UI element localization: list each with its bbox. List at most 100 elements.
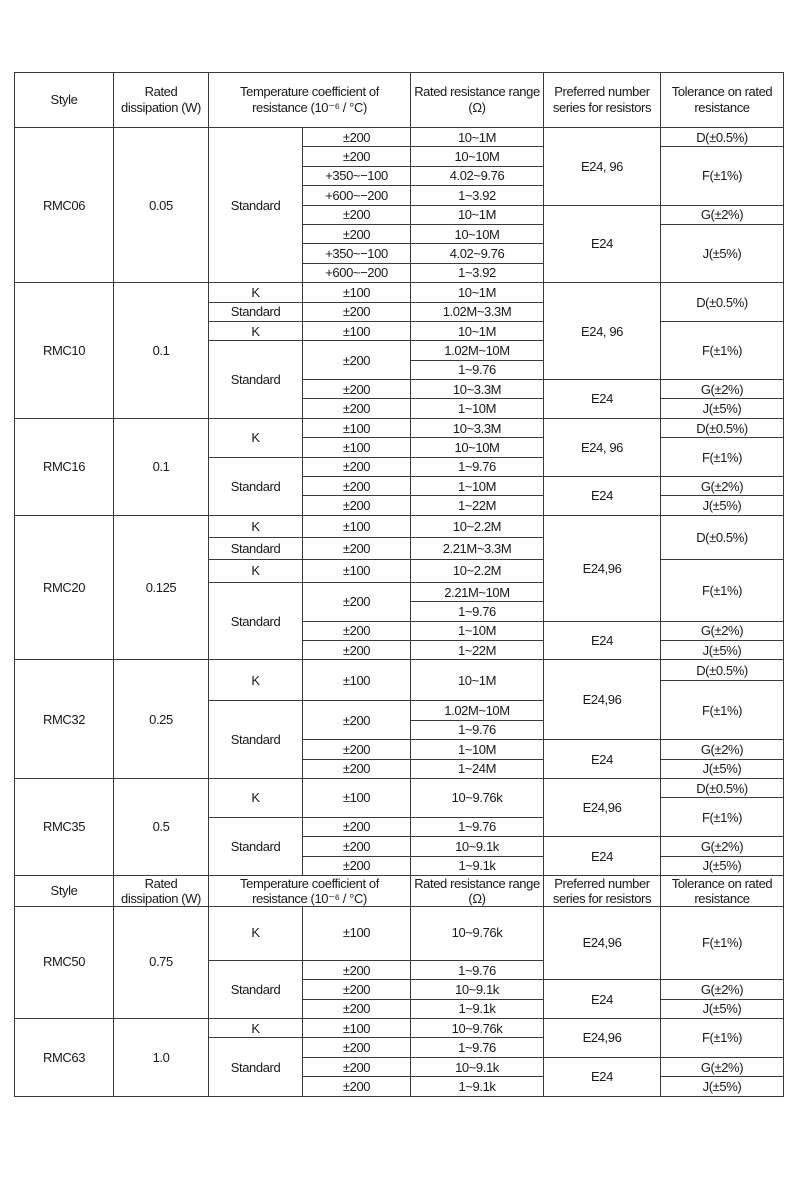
table-cell: ±100 [302, 1018, 411, 1039]
table-cell: Standard [208, 816, 303, 876]
table-cell: D(±0.5%) [660, 777, 784, 799]
table-row: ±200 1~9.1k J(±5%) [15, 855, 784, 876]
table-cell: 1~9.76 [410, 456, 544, 478]
table-row: Standard ±200 2.21M~3.3M [15, 536, 784, 560]
table-row: ±200 1~9.1k J(±5%) [15, 998, 784, 1020]
table-cell: Standard [208, 959, 303, 1020]
column-header: F(±1%) [660, 905, 784, 981]
table-row: RMC20 0.125 K ±100 10~2.2M E24,96 D(±0.5%) [14, 514, 784, 661]
table-cell: ±200 [302, 476, 411, 497]
table-cell: +350~−100 [302, 243, 411, 264]
table-row: K ±100 10~2.2M F(±1%) [15, 558, 784, 622]
table-row: K ±100 10~1M F(±1%) [15, 320, 784, 381]
table-body: Style Rated dissipation (W) Temperature co… [14, 72, 784, 1097]
table-cell: ±100 [302, 417, 411, 439]
table-cell: K [208, 659, 303, 702]
table-row: ±100 10~10M F(±1%) [15, 437, 784, 478]
table-cell: 0.125 [113, 514, 209, 661]
table-row: RMC63 1.0 K ±100 10~9.76k E24,96 F(±1%) [14, 1018, 784, 1097]
table-cell: 10~1M [410, 204, 544, 225]
table-cell: K [208, 1018, 303, 1039]
table-cell: F(±1%) [660, 320, 784, 381]
table-cell: RMC20 [14, 514, 114, 661]
table-cell: ±100 [302, 514, 411, 538]
table-row: Style Rated dissipation (W) Temperature co… [14, 874, 784, 907]
table-cell: 10~10M [410, 223, 544, 245]
table-cell: K [208, 320, 303, 342]
table-row: Standard ±200 1~9.76 [15, 959, 784, 1020]
table-cell: ±200 [302, 620, 411, 641]
table-row: Standard ±200 1.02M~10M [15, 340, 784, 419]
table-row: RMC32 0.25 K ±100 10~1M E24,96 D(±0.5%) [14, 659, 784, 779]
table-cell: F(±1%) [660, 680, 784, 741]
column-header: K [208, 905, 303, 961]
table-cell: ±200 [302, 700, 411, 741]
table-cell: ±200 [302, 536, 411, 560]
table-row: RMC10 0.1 K ±100 10~1M E24, 96 D(±0.5%) [14, 282, 784, 419]
table-row: +600~−200 1~3.92 [15, 185, 784, 206]
column-header: 0.75 [113, 905, 209, 1020]
table-cell: ±200 [302, 456, 411, 478]
table-row: ±200 10~9.1k E24 G(±2%) [15, 1056, 784, 1097]
table-cell: 1~10M [410, 476, 544, 497]
column-header: ±100 [302, 905, 411, 961]
table-cell: E24 [543, 1056, 661, 1097]
table-cell: 1~10M [410, 620, 544, 641]
table-cell: E24, 96 [543, 127, 661, 206]
table-cell: 1~10M [410, 739, 544, 760]
table-cell: ±200 [302, 301, 411, 322]
table-cell: RMC06 [14, 126, 114, 284]
table-cell: J(±5%) [660, 855, 784, 876]
table-cell: ±200 [302, 758, 411, 779]
table-cell: E24,96 [543, 514, 661, 622]
table-cell: RMC32 [14, 659, 114, 779]
table-cell: ±200 [302, 340, 411, 381]
table-cell: 1~9.76 [410, 816, 544, 838]
table-cell: Standard [208, 456, 303, 516]
table-cell: 1~9.1k [410, 1076, 544, 1097]
table-cell: G(±2%) [660, 979, 784, 1000]
table-cell: E24,96 [543, 777, 661, 838]
table-cell: K [208, 777, 303, 818]
table-cell: ±200 [302, 998, 411, 1020]
table-cell: E24 [543, 204, 661, 284]
table-cell: G(±2%) [660, 739, 784, 760]
table-cell: 1~9.76 [410, 1037, 544, 1058]
table-cell: 10~9.76k [410, 777, 544, 818]
table-cell: G(±2%) [660, 836, 784, 857]
column-header: Style [14, 72, 114, 128]
table-cell: RMC63 [14, 1018, 114, 1097]
table-cell: J(±5%) [660, 758, 784, 779]
table-cell: J(±5%) [660, 223, 784, 284]
table-cell: 1.0 [113, 1018, 209, 1097]
table-row: ±200 10~9.1k E24 G(±2%) [15, 836, 784, 876]
table-cell: 10~9.1k [410, 979, 544, 1000]
table-cell: Style [14, 874, 114, 907]
table-cell: 10~1M [410, 282, 544, 303]
table-cell: 1~3.92 [410, 262, 544, 284]
table-cell: K [208, 282, 303, 303]
table-cell: K [208, 514, 303, 538]
table-cell: 1.02M~10M [410, 700, 544, 721]
table-cell: 10~2.2M [410, 558, 544, 583]
table-cell: J(±5%) [660, 1076, 784, 1097]
table-cell: E24, 96 [543, 282, 661, 381]
table-cell: 0.25 [113, 659, 209, 779]
table-row: +350~−100 4.02~9.76 [15, 165, 784, 187]
table-cell: D(±0.5%) [660, 417, 784, 439]
table-cell: E24,96 [543, 659, 661, 741]
table-cell: Standard [208, 126, 303, 284]
table-cell: Temperature coefficient of resistance (1… [208, 874, 411, 907]
table-cell: Standard [208, 700, 303, 779]
table-cell: Standard [208, 581, 303, 661]
table-cell: ±100 [302, 777, 411, 818]
table-cell: ±100 [302, 320, 411, 342]
table-cell: 1~9.76 [410, 601, 544, 622]
table-cell: 0.5 [113, 777, 209, 876]
table-cell: ±200 [302, 1076, 411, 1097]
table-cell: ±200 [302, 855, 411, 876]
table-cell: 10~9.1k [410, 1056, 544, 1078]
table-cell: +350~−100 [302, 165, 411, 187]
table-cell: Rated resistance range (Ω) [410, 874, 544, 907]
table-cell: J(±5%) [660, 495, 784, 516]
